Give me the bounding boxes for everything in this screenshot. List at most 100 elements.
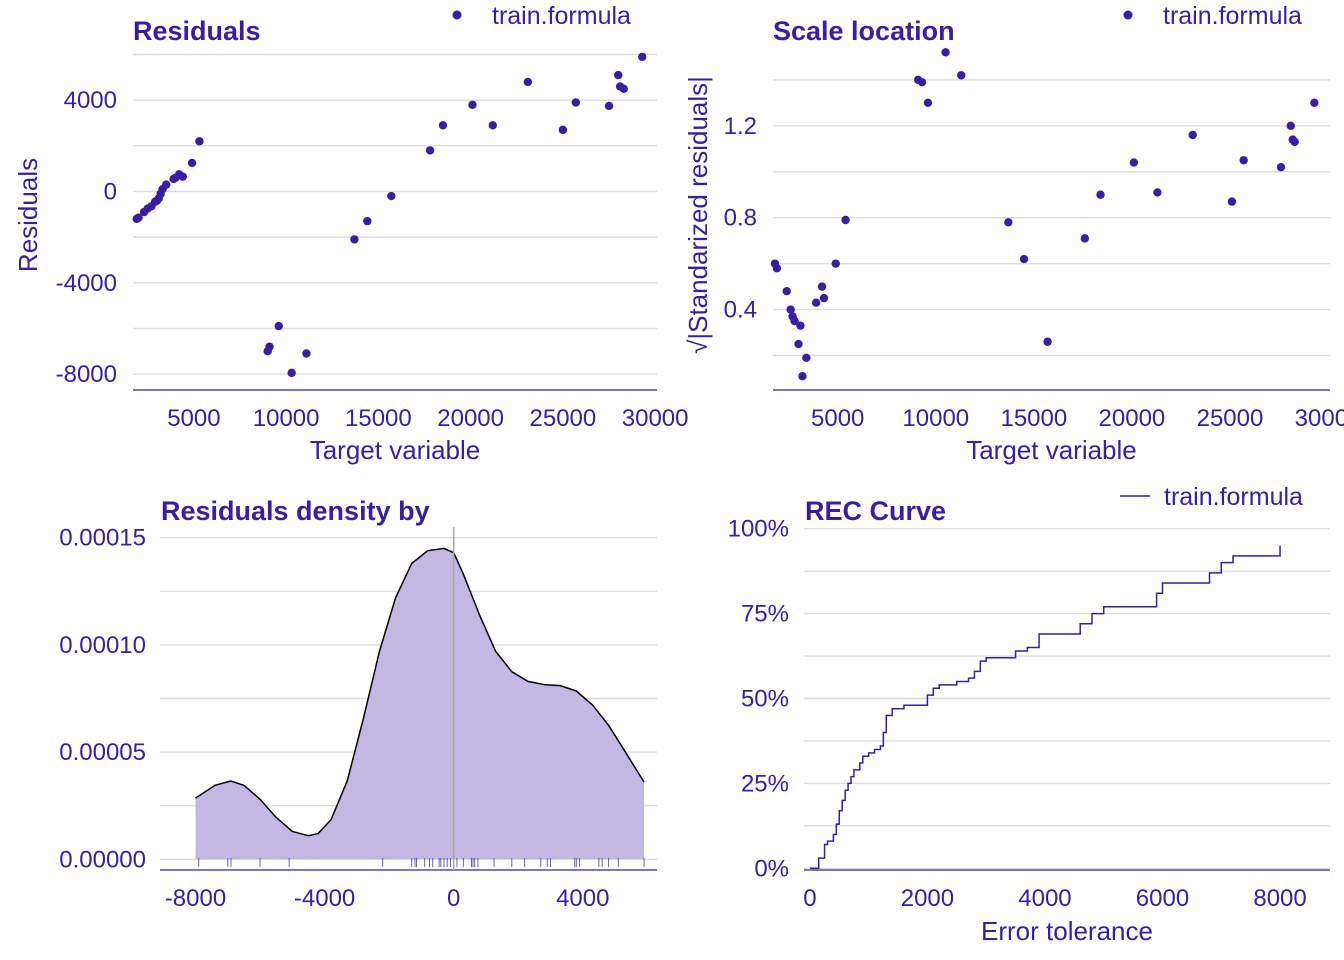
x-tick-label: 20000 <box>1099 405 1166 432</box>
x-tick-label: 5000 <box>811 405 864 432</box>
data-point <box>178 172 188 181</box>
data-point <box>614 70 623 80</box>
data-point <box>1153 188 1162 197</box>
legend-point-swatch <box>1123 10 1133 20</box>
data-point <box>468 100 477 109</box>
data-point <box>195 137 204 146</box>
x-tick-label: 25000 <box>530 405 597 432</box>
legend-label: train.formula <box>1164 483 1303 511</box>
x-tick-label: 15000 <box>1000 405 1067 432</box>
y-tick-label: -8000 <box>56 361 117 388</box>
data-point <box>619 84 628 93</box>
data-point <box>1290 137 1299 147</box>
data-point <box>558 125 568 135</box>
y-tick-label: 25% <box>741 770 789 797</box>
data-point <box>1227 197 1237 206</box>
data-point <box>796 321 805 330</box>
data-point <box>274 321 283 331</box>
y-tick-label: 0.00015 <box>59 525 146 552</box>
data-point <box>604 101 614 111</box>
x-tick-label: 5000 <box>167 405 220 432</box>
data-point <box>638 52 647 62</box>
legend-label: train.formula <box>1163 2 1302 30</box>
data-point <box>831 259 840 268</box>
x-tick-label: 10000 <box>902 405 969 432</box>
y-tick-label: 0% <box>754 855 789 882</box>
y-tick-label: 50% <box>741 686 789 713</box>
x-axis-label: Target variable <box>310 435 481 465</box>
x-tick-label: 2000 <box>901 885 954 912</box>
x-tick-label: -4000 <box>294 885 355 912</box>
data-point <box>523 77 533 87</box>
data-point <box>1188 130 1197 140</box>
data-point <box>488 121 497 130</box>
data-point <box>438 121 448 130</box>
data-point <box>1239 156 1248 165</box>
data-point <box>425 146 435 155</box>
y-tick-label: 75% <box>741 601 789 628</box>
gridlines <box>773 79 1330 357</box>
legend-point-swatch <box>452 10 462 20</box>
data-point <box>162 180 171 189</box>
panel-1: Residuals 4000 0 -4000 -8000 5000 10000 15000 20… <box>13 2 689 465</box>
x-tick-label: 0 <box>447 885 460 912</box>
data-point <box>772 264 782 273</box>
data-point <box>957 71 966 80</box>
data-point <box>1043 337 1052 346</box>
data-point <box>786 305 795 314</box>
rug <box>198 858 645 867</box>
x-axis-label: Target variable <box>966 435 1137 465</box>
chart-title: REC Curve <box>805 496 946 526</box>
data-point <box>1276 162 1286 172</box>
data-point <box>1129 158 1139 167</box>
data-point <box>350 235 359 244</box>
data-point <box>782 287 791 296</box>
y-tick-label: 0.00010 <box>59 632 146 659</box>
y-axis-label: Residuals <box>13 158 43 272</box>
y-axis-label: √|Standarized residuals| <box>683 76 713 354</box>
data-point <box>1004 218 1013 227</box>
data-point <box>923 98 933 108</box>
data-point <box>302 349 311 358</box>
data-point <box>363 216 372 226</box>
data-point <box>1096 190 1105 199</box>
data-point <box>819 293 829 303</box>
y-tick-label: -4000 <box>56 270 117 297</box>
x-tick-label: 6000 <box>1136 885 1189 912</box>
data-point <box>265 342 274 351</box>
data-point <box>841 215 850 225</box>
data-point <box>187 158 197 168</box>
gridlines <box>133 53 657 375</box>
data-point <box>790 316 799 326</box>
data-point <box>811 298 821 307</box>
data-point <box>917 77 927 87</box>
data-point <box>1080 234 1090 243</box>
legend-label: train.formula <box>492 2 631 30</box>
y-tick-label: 0.8 <box>724 205 757 232</box>
x-tick-label: 4000 <box>1018 885 1071 912</box>
panel-2: Scale location 0.4 0.8 1.2 5000 10000 15000 200… <box>683 2 1344 465</box>
chart-title: Scale location <box>773 16 955 46</box>
rec-curve-line <box>809 545 1281 870</box>
data-point <box>134 213 143 222</box>
panel-3: Residuals density by 0.00000 0.00005 0.0001… <box>59 496 657 912</box>
y-tick-label: 4000 <box>64 87 117 114</box>
density-line <box>195 547 645 837</box>
y-tick-label: 0.00000 <box>59 846 146 873</box>
y-tick-label: 0 <box>104 178 117 205</box>
x-tick-label: 25000 <box>1197 405 1264 432</box>
panel-4: REC Curve 0% 25% 50% 75% 100% 0 2000 4000 6000 800… <box>728 483 1330 946</box>
data-point <box>1019 254 1029 264</box>
y-tick-label: 100% <box>728 516 789 543</box>
data-point <box>1310 98 1319 108</box>
data-points <box>770 48 1319 381</box>
data-point <box>1286 121 1295 131</box>
x-tick-label: -8000 <box>165 885 226 912</box>
x-axis-label: Error tolerance <box>981 916 1153 946</box>
x-tick-label: 8000 <box>1253 885 1306 912</box>
y-tick-label: 1.2 <box>724 113 757 140</box>
data-point <box>817 282 827 291</box>
gridlines <box>804 527 1330 870</box>
data-point <box>571 98 581 107</box>
